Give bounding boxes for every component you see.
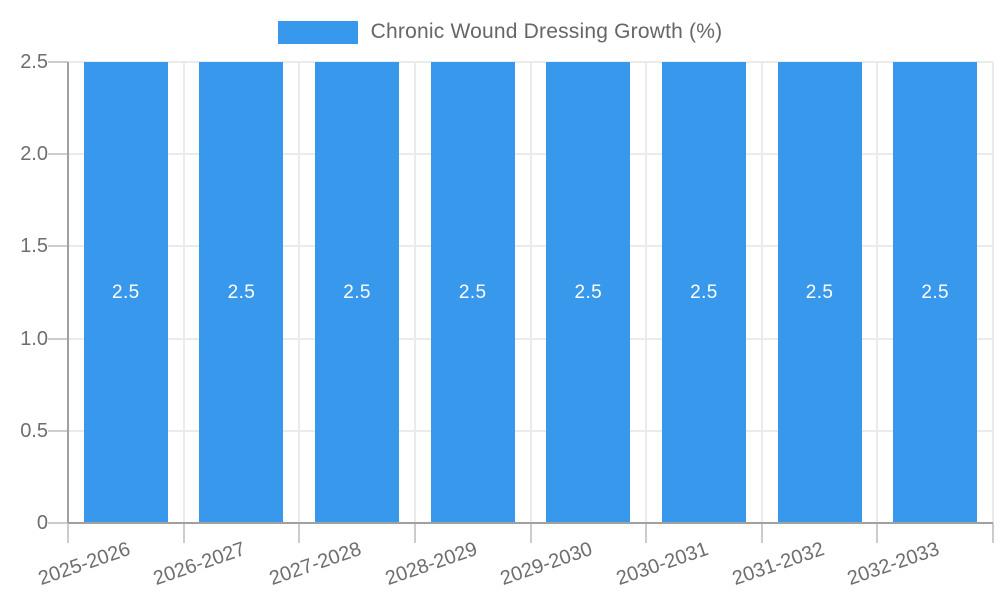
y-axis-tick-label: 2.5: [20, 51, 48, 73]
bar-2031-2032[interactable]: 2.5: [777, 62, 862, 523]
y-tick-mark: [48, 61, 68, 63]
bar-value-label: 2.5: [458, 281, 487, 303]
y-tick-mark: [48, 429, 68, 432]
x-tick-mark: [760, 523, 763, 543]
chart-legend[interactable]: Chronic Wound Dressing Growth (%): [0, 18, 1000, 46]
plot-area: 2.5 2.5 2.5 2.5 2.5 2.5 2.5 2.5 2.5 2.0 …: [20, 51, 994, 590]
gridline-vertical: [645, 62, 648, 523]
x-tick-mark: [413, 523, 416, 543]
gridline-vertical: [182, 62, 185, 523]
bar-value-label: 2.5: [921, 281, 949, 303]
gridline-vertical: [298, 62, 301, 523]
bar-value-label: 2.5: [227, 281, 256, 303]
bar-2029-2030[interactable]: 2.5: [546, 62, 631, 523]
y-axis-tick-label: 1.5: [20, 235, 48, 258]
x-tick-mark: [992, 523, 994, 543]
y-tick-mark: [48, 153, 68, 156]
bar-2032-2033[interactable]: 2.5: [893, 62, 978, 523]
bar-2030-2031[interactable]: 2.5: [661, 62, 746, 523]
bar-value-label: 2.5: [805, 281, 834, 303]
gridline-vertical: [760, 62, 763, 523]
legend-label[interactable]: Chronic Wound Dressing Growth (%): [370, 20, 723, 43]
y-axis-tick-label: 0: [36, 512, 48, 534]
y-axis-line: [67, 62, 69, 523]
bar-2027-2028[interactable]: 2.5: [315, 62, 400, 523]
legend-swatch[interactable]: [277, 20, 358, 44]
y-tick-mark: [48, 337, 68, 340]
bar-value-label: 2.5: [574, 281, 603, 303]
gridline-vertical: [876, 62, 879, 523]
y-axis-tick-label: 0.5: [20, 419, 48, 442]
x-tick-mark: [645, 523, 648, 543]
bar-2028-2029[interactable]: 2.5: [430, 62, 515, 523]
bar-value-label: 2.5: [343, 281, 371, 303]
x-tick-mark: [298, 523, 301, 543]
y-axis-tick-label: 1.0: [20, 327, 48, 350]
bar-value-label: 2.5: [112, 281, 140, 303]
gridline-vertical: [992, 62, 994, 523]
bar-2025-2026[interactable]: 2.5: [83, 62, 168, 523]
x-tick-mark: [182, 523, 185, 543]
bar-2026-2027[interactable]: 2.5: [199, 62, 284, 523]
gridline-vertical: [413, 62, 416, 523]
x-axis-line: [68, 522, 993, 524]
x-tick-mark: [529, 523, 532, 543]
bar-value-label: 2.5: [690, 281, 718, 303]
y-tick-mark: [48, 245, 68, 248]
y-axis-tick-label: 2.0: [20, 143, 48, 166]
y-tick-mark: [48, 522, 68, 524]
x-tick-mark: [67, 523, 69, 543]
gridline-vertical: [529, 62, 532, 523]
x-tick-mark: [876, 523, 879, 543]
